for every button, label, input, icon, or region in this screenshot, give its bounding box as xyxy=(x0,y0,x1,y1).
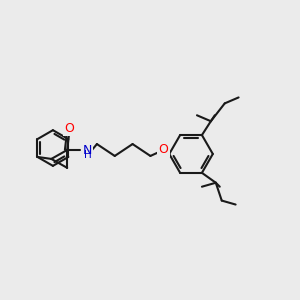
Text: O: O xyxy=(158,142,168,155)
Text: N: N xyxy=(82,143,92,157)
Text: H: H xyxy=(84,150,92,161)
Text: O: O xyxy=(64,122,74,135)
